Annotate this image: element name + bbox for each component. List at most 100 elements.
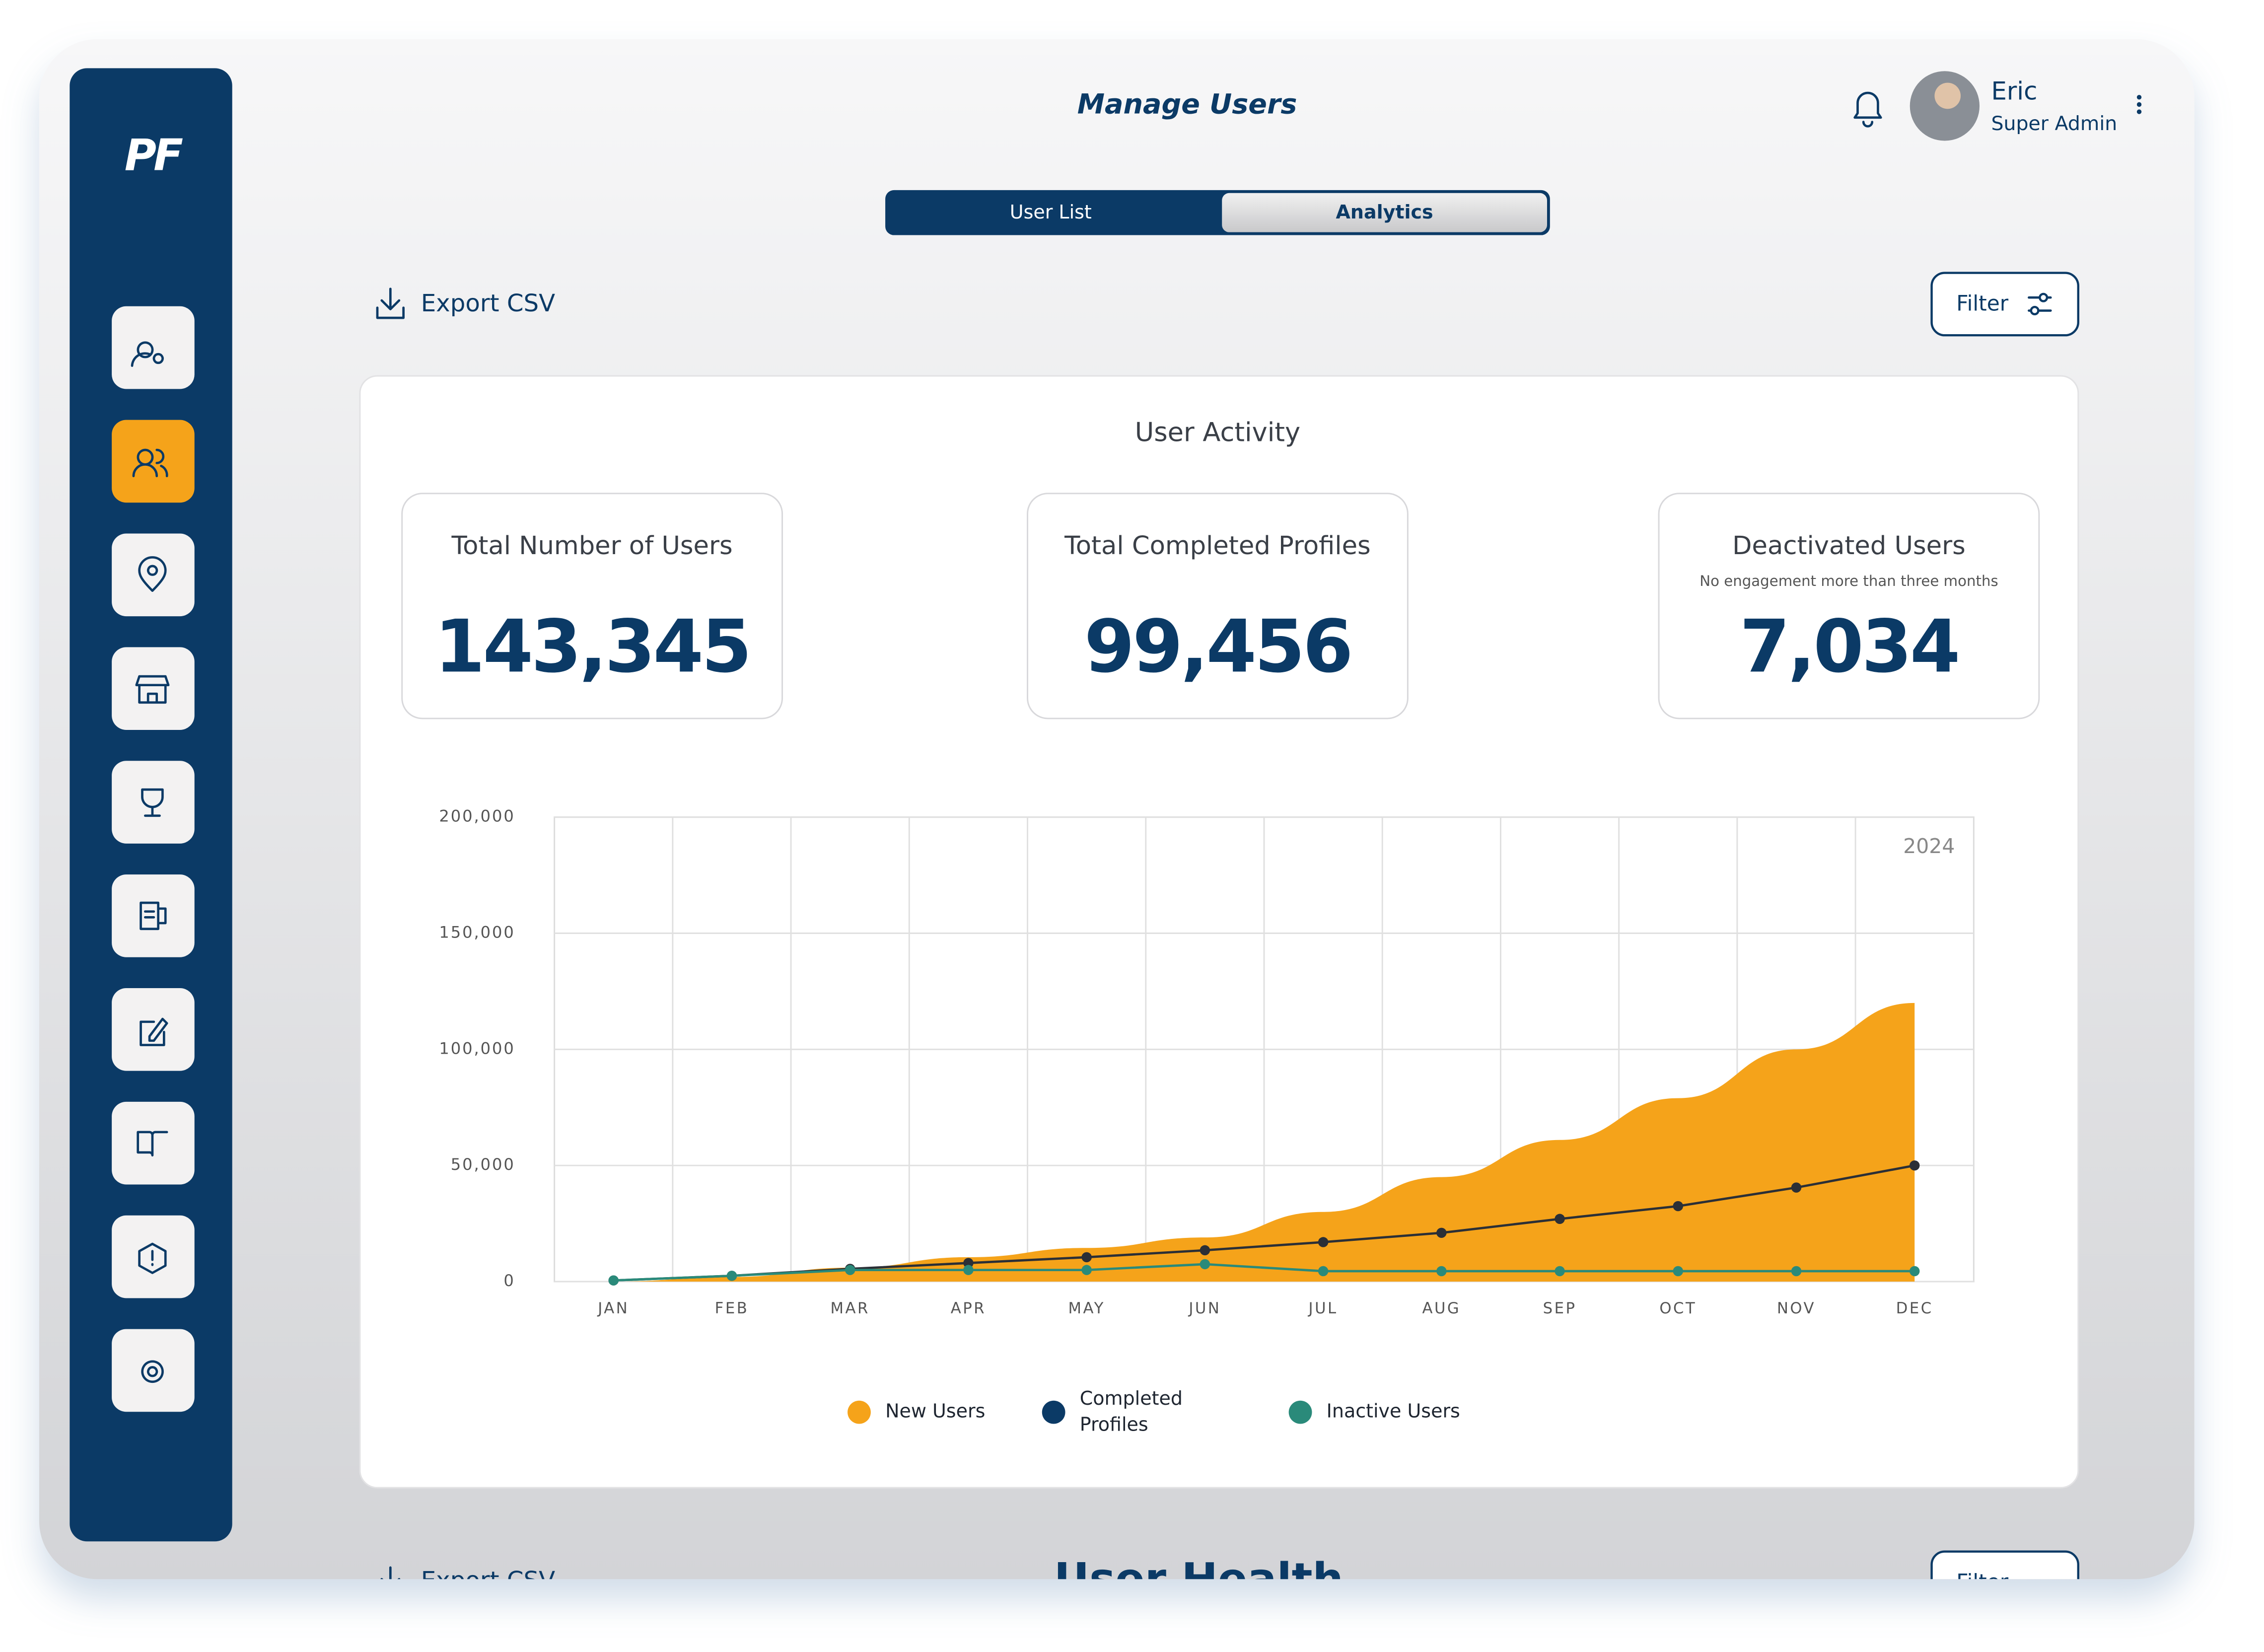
x-tick-label: DEC [1896,1300,1933,1317]
point [1791,1182,1802,1193]
x-tick-label: APR [951,1300,986,1317]
avatar-face [1934,82,1961,109]
kebab-menu[interactable] [2136,95,2142,114]
tab-active-bg [1222,193,1547,232]
nav-button[interactable] [112,647,195,730]
nav-icon [141,1360,164,1383]
nav [112,306,195,1412]
filter-button[interactable] [1930,1550,2080,1614]
x-tick-label: MAR [831,1300,870,1317]
stat-card [1658,493,2040,719]
page-title: Manage Users [1077,88,1297,121]
point [963,1265,974,1275]
filter-icon-knob [2030,306,2040,316]
point [1436,1227,1447,1238]
x-tick-label: JUL [1308,1300,1338,1317]
section-title: User Health [1054,1554,1344,1604]
user-role: Super Admin [1991,112,2117,135]
point [1910,1266,1920,1277]
nav-icon [131,341,164,367]
annotation: 2024 [1903,834,1955,858]
legend-swatch [848,1400,871,1424]
point [1436,1266,1447,1277]
point [1673,1266,1684,1277]
point [1555,1214,1565,1224]
download-icon [376,287,405,319]
point [1791,1266,1802,1277]
chart: 0 50,000 100,000 150,000 200,000 JAN FEB MAR APR… [439,807,1975,1435]
stat-card [401,493,783,719]
y-tick-label: 150,000 [439,923,515,942]
y-tick-label: 200,000 [439,807,515,826]
card-title: User Activity [1135,418,1300,448]
point [1673,1201,1684,1212]
content: PF Manage Users Eric Super Admin User Li… [70,68,2142,1614]
nav-button[interactable] [112,874,195,957]
point [1555,1266,1565,1277]
filter-icon-knob [2039,292,2049,302]
download-icon [380,1566,401,1580]
point [963,1258,974,1268]
nav-button[interactable] [112,988,195,1071]
x-tick-label: JAN [597,1300,629,1317]
x-tick-label: JUN [1188,1300,1221,1317]
stat-label: Total Completed Profiles [1064,531,1371,561]
y-tick-label: 50,000 [451,1155,515,1174]
stat-value: 7,034 [1740,604,1958,689]
x-tick-label: NOV [1777,1300,1816,1317]
legend-label-line: Profiles [1080,1413,1148,1435]
nav-icon [138,556,167,592]
logo: PF [125,130,183,181]
nav-button[interactable] [112,420,195,503]
point [608,1275,619,1286]
x-tick-label: SEP [1543,1300,1577,1317]
stat-note: No engagement more than three months [1699,573,1998,589]
bell-icon[interactable] [1853,91,1882,128]
point [1081,1265,1092,1275]
tab[interactable]: Analytics [1336,201,1433,223]
nav-icon [137,1131,168,1157]
point [1318,1237,1329,1247]
stats: Total Number of Users 143,345 Total Comple… [401,493,2040,719]
legend-label: Inactive Users [1327,1400,1460,1422]
stat-value: 99,456 [1084,604,1351,689]
export-button[interactable]: Export CSV [421,1567,555,1594]
stat-card [1027,493,1409,719]
filter-label: Filter [1956,1570,2009,1594]
point [726,1271,737,1281]
nav-icon [140,1017,168,1046]
stat-label: Deactivated Users [1732,531,1966,561]
x-tick-label: OCT [1659,1300,1697,1317]
x-tick-label: FEB [715,1300,749,1317]
x-tick-label: MAY [1068,1300,1105,1317]
point [1200,1259,1210,1270]
y-tick-label: 100,000 [439,1039,515,1058]
filter-button[interactable] [1930,272,2080,337]
point [1200,1245,1210,1256]
filter-label: Filter [1956,291,2009,315]
point [1910,1160,1920,1171]
legend-swatch [1042,1400,1065,1424]
tab[interactable]: User List [1010,201,1092,223]
line [613,1263,1915,1282]
y-tick-label: 0 [503,1271,515,1290]
nav-icon [140,901,167,931]
legend-label-line: Completed [1080,1387,1183,1409]
stat-label: Total Number of Users [451,531,733,561]
nav-icon [135,675,170,704]
user-name: Eric [1991,77,2037,106]
export-button[interactable]: Export CSV [421,289,555,317]
legend-label: New Users [885,1400,985,1422]
area [613,1003,1915,1282]
nav-icon [132,448,168,478]
legend-swatch [1288,1400,1312,1424]
nav-icon [141,788,164,817]
point [845,1265,855,1275]
nav-button[interactable] [112,1329,195,1412]
nav-button[interactable] [112,761,195,844]
point [1081,1252,1092,1263]
x-tick-label: AUG [1422,1300,1461,1317]
legend-label: Completed Profiles [1080,1387,1183,1435]
